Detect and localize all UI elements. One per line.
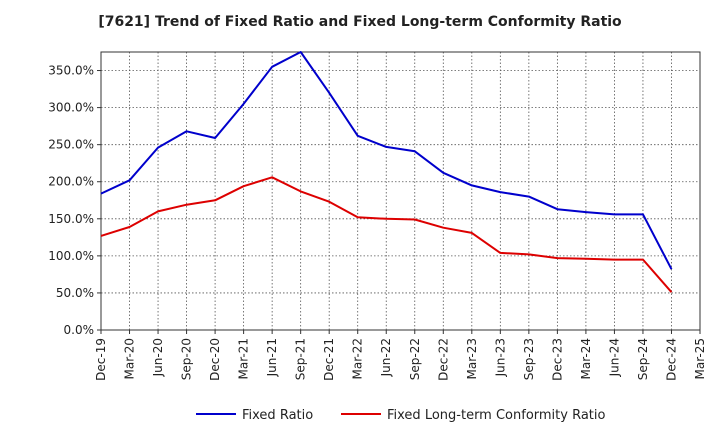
y-tick-label: 300.0% (48, 101, 94, 115)
grid-layer (100, 52, 701, 331)
x-tick-label: Mar-23 (465, 338, 479, 379)
x-tick-label: Sep-22 (408, 338, 422, 380)
x-tick-label: Jun-24 (607, 338, 621, 377)
legend-layer: Fixed Ratio Fixed Long-term Conformity Ra… (196, 408, 606, 423)
x-tick-label: Dec-22 (436, 338, 450, 381)
series-line-1 (100, 51, 673, 270)
x-tick-label: Jun-20 (151, 338, 165, 377)
y-tick-label: 200.0% (48, 175, 94, 189)
y-tick-label: 150.0% (48, 212, 94, 226)
x-tick-label: Dec-19 (94, 338, 108, 381)
y-tick-label: 250.0% (48, 138, 94, 152)
x-tick-label: Sep-23 (522, 338, 536, 380)
series-line-2 (100, 176, 673, 293)
plot-frame (100, 51, 701, 331)
chart-title: [7621] Trend of Fixed Ratio and Fixed Lo… (98, 14, 622, 30)
x-tick-label: Dec-20 (208, 338, 222, 381)
x-tick-label: Mar-20 (123, 338, 137, 379)
x-tick-label: Jun-23 (493, 338, 507, 377)
series-layer (100, 51, 673, 293)
x-tick-label: Mar-21 (237, 338, 251, 379)
x-tick-label: Sep-24 (636, 338, 650, 380)
axis-layer: 0.0% 50.0% 100.0% 150.0% 200.0% 250.0% 300.0% 3… (48, 51, 707, 381)
y-tick-label: 350.0% (48, 64, 94, 78)
x-tick-label: Mar-24 (579, 338, 593, 379)
y-tick-label: 100.0% (48, 249, 94, 263)
x-tick-label: Sep-20 (180, 338, 194, 380)
legend-label-1: Fixed Ratio (242, 408, 313, 423)
x-tick-label: Dec-24 (664, 338, 678, 381)
x-tick-label: Jun-22 (379, 338, 393, 377)
x-tick-label: Jun-21 (265, 338, 279, 377)
x-tick-label: Mar-22 (351, 338, 365, 379)
y-tick-label: 50.0% (56, 286, 94, 300)
x-tick-label: Dec-23 (550, 338, 564, 381)
x-tick-label: Sep-21 (294, 338, 308, 380)
x-tick-label: Dec-21 (322, 338, 336, 381)
y-tick-label: 0.0% (64, 323, 95, 337)
x-tick-label: Mar-25 (693, 338, 707, 379)
legend-label-2: Fixed Long-term Conformity Ratio (387, 408, 606, 423)
